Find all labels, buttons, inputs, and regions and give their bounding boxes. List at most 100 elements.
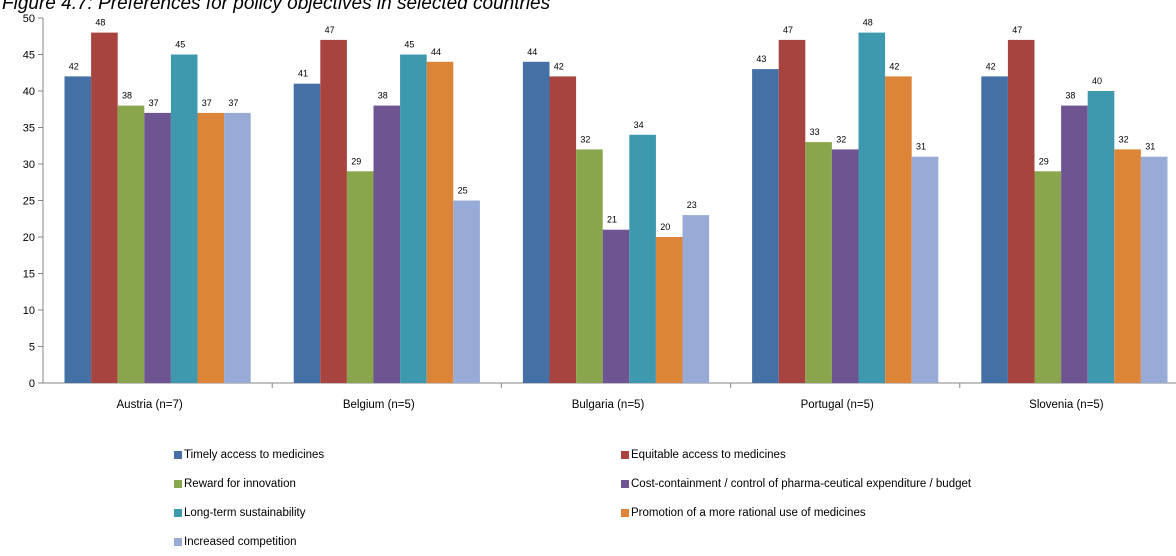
bar <box>549 76 577 384</box>
y-tick-label: 0 <box>29 378 35 390</box>
y-tick-label: 50 <box>23 13 35 25</box>
bar <box>778 39 806 384</box>
legend-label: Timely access to medicines <box>184 449 325 461</box>
legend-label: Increased competition <box>184 536 297 548</box>
figure-title: Figure 4.7: Preferences for policy objec… <box>2 0 551 14</box>
bar <box>197 112 225 384</box>
data-label: 29 <box>1039 156 1049 166</box>
data-label: 47 <box>1012 25 1022 35</box>
data-label: 48 <box>863 18 873 28</box>
data-label: 45 <box>175 40 185 50</box>
legend-swatch <box>621 509 629 517</box>
bar <box>576 149 603 383</box>
data-label: 41 <box>298 69 308 79</box>
y-tick-label: 25 <box>23 196 35 208</box>
bar <box>453 200 480 383</box>
bar <box>91 32 118 383</box>
data-label: 34 <box>634 120 644 130</box>
bar <box>911 156 939 383</box>
legend-label: Long-term sustainability <box>184 507 306 519</box>
bar <box>170 54 198 383</box>
data-label: 48 <box>95 18 105 28</box>
data-label: 32 <box>580 134 590 144</box>
bar <box>293 83 321 383</box>
bar <box>1034 171 1062 383</box>
bar <box>320 39 347 384</box>
bar <box>373 105 401 383</box>
legend-swatch <box>174 451 182 459</box>
bar <box>752 69 779 383</box>
data-label: 44 <box>527 47 537 57</box>
data-label: 47 <box>325 25 335 35</box>
legend-item: Timely access to medicines <box>174 449 324 461</box>
legend-item: Long-term sustainability <box>174 507 305 519</box>
bar <box>1007 39 1035 384</box>
bar <box>426 61 454 384</box>
data-label: 32 <box>836 134 846 144</box>
y-tick-label: 40 <box>23 86 35 98</box>
data-label: 25 <box>458 186 468 196</box>
y-tick-label: 5 <box>29 342 35 354</box>
data-label: 37 <box>202 98 212 108</box>
y-tick-label: 15 <box>23 269 35 281</box>
legend-swatch <box>174 480 182 488</box>
x-category-label: Portugal (n=5) <box>801 399 874 411</box>
bar-chart: 0 5 10 15 20 25 30 35 40 45 50 42 48 38 37 45 37 37 Austri… <box>23 13 1176 411</box>
legend-item: Cost-containment / control of pharma-ceu… <box>621 478 971 490</box>
data-label: 23 <box>687 200 697 210</box>
bar <box>522 61 550 384</box>
data-label: 45 <box>404 40 414 50</box>
bar <box>602 229 630 383</box>
bar <box>885 76 912 384</box>
y-tick-label: 45 <box>23 50 35 62</box>
bar <box>1061 105 1088 383</box>
data-label: 29 <box>351 156 361 166</box>
bar <box>144 112 171 384</box>
data-label: 20 <box>660 222 670 232</box>
y-tick-label: 20 <box>23 232 35 244</box>
y-tick-label: 30 <box>23 159 35 171</box>
bar <box>1140 156 1168 383</box>
y-tick-label: 35 <box>23 123 35 135</box>
x-category-label: Slovenia (n=5) <box>1029 399 1104 411</box>
data-label: 31 <box>916 142 926 152</box>
data-label: 40 <box>1092 76 1102 86</box>
legend-label: Equitable access to medicines <box>631 449 786 461</box>
legend-label: Promotion of a more rational use of medi… <box>631 507 866 519</box>
data-label: 47 <box>783 25 793 35</box>
bar <box>805 142 832 383</box>
bar <box>858 32 886 383</box>
x-category-label: Austria (n=7) <box>117 399 183 411</box>
legend-swatch <box>174 509 182 517</box>
data-label: 38 <box>378 91 388 101</box>
data-label: 43 <box>756 54 766 64</box>
legend-label: Reward for innovation <box>184 478 296 490</box>
legend-swatch <box>621 480 629 488</box>
legend-swatch <box>174 538 182 546</box>
data-label: 42 <box>69 61 79 71</box>
data-label: 42 <box>889 61 899 71</box>
bar <box>346 171 374 383</box>
data-label: 42 <box>554 61 564 71</box>
bar <box>64 76 92 384</box>
legend-swatch <box>621 451 629 459</box>
data-label: 31 <box>1145 142 1155 152</box>
data-label: 37 <box>149 98 159 108</box>
data-label: 21 <box>607 215 617 225</box>
data-label: 37 <box>228 98 238 108</box>
data-label: 42 <box>986 61 996 71</box>
y-tick-label: 10 <box>23 305 35 317</box>
x-category-label: Belgium (n=5) <box>343 399 415 411</box>
data-label: 32 <box>1119 134 1129 144</box>
bar <box>682 215 710 383</box>
data-label: 38 <box>1065 91 1075 101</box>
bar <box>400 54 427 383</box>
bar <box>224 112 251 384</box>
legend-item: Reward for innovation <box>174 478 296 490</box>
legend-label: Cost-containment / control of pharma-ceu… <box>631 478 972 490</box>
bar <box>981 76 1008 384</box>
data-label: 38 <box>122 91 132 101</box>
bar <box>117 105 145 383</box>
data-label: 44 <box>431 47 441 57</box>
legend-item: Equitable access to medicines <box>621 449 786 461</box>
